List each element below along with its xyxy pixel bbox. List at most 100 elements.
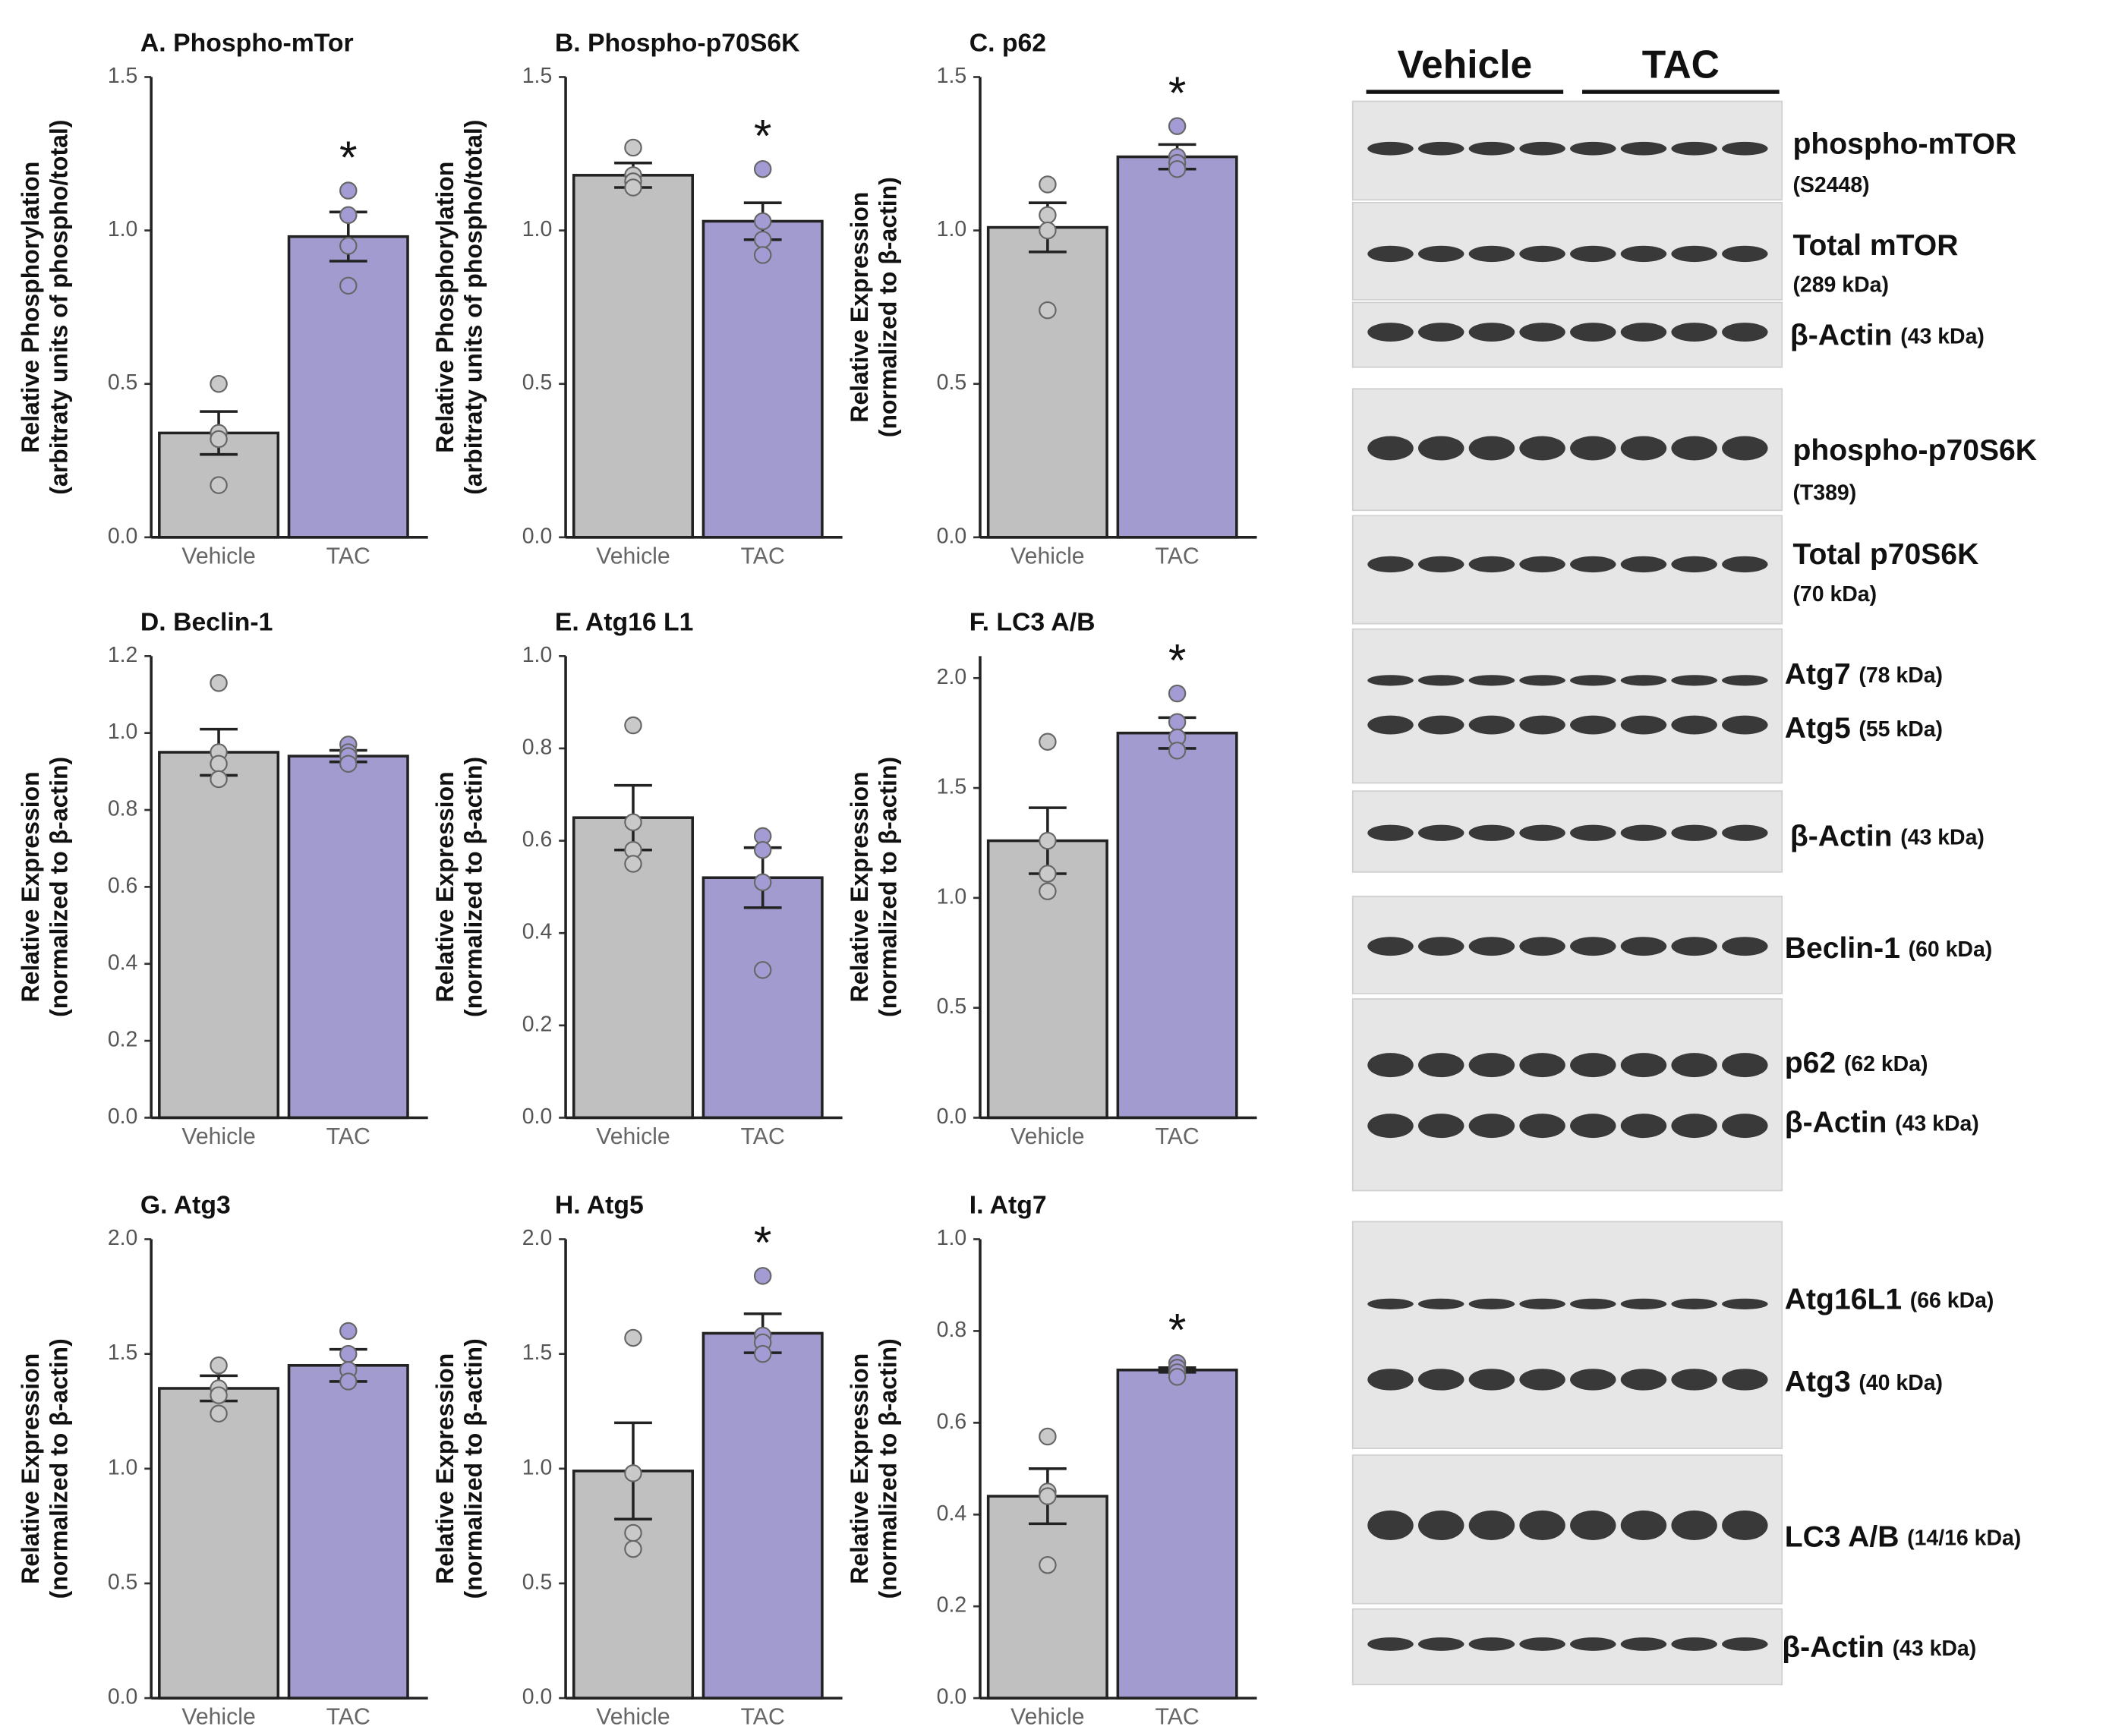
data-point xyxy=(624,178,642,197)
blot-band xyxy=(1620,1114,1667,1139)
bar xyxy=(701,219,824,539)
y-tick-label: 2.0 xyxy=(522,1226,553,1250)
blot-panel xyxy=(1351,1221,1783,1450)
significance-star: * xyxy=(1168,1304,1187,1356)
blot-band xyxy=(1620,141,1667,156)
y-tick-label: 0.0 xyxy=(108,524,138,548)
data-point xyxy=(624,855,642,873)
x-tick-label: TAC xyxy=(1155,1705,1199,1730)
blot-panel xyxy=(1351,998,1783,1192)
blot-band xyxy=(1519,436,1565,461)
chart-title: F. LC3 A/B xyxy=(969,608,1096,637)
band-size: (43 kDa) xyxy=(1900,324,1985,348)
blot-band xyxy=(1570,1369,1616,1391)
data-point xyxy=(624,1464,642,1482)
blot-band xyxy=(1468,715,1515,735)
data-point xyxy=(753,212,772,231)
y-axis-label: Relative Expression xyxy=(846,771,873,1002)
blot-band xyxy=(1722,824,1768,841)
band-size: (T389) xyxy=(1792,480,1856,505)
blot-band xyxy=(1570,1114,1616,1139)
blot-band xyxy=(1620,1298,1667,1309)
blot-band xyxy=(1722,245,1768,263)
blot-band xyxy=(1367,675,1414,686)
blot-band xyxy=(1418,1369,1464,1391)
blot-band xyxy=(1620,1369,1667,1391)
x-tick-label: TAC xyxy=(326,1124,370,1149)
blot-band xyxy=(1418,937,1464,956)
y-axis-label: Relative Expression xyxy=(17,1353,44,1584)
blot-band xyxy=(1418,1510,1464,1541)
blot-band xyxy=(1722,1637,1768,1651)
band-size: (66 kDa) xyxy=(1910,1288,1994,1312)
chart-title: E. Atg16 L1 xyxy=(555,608,694,637)
band-label: β-Actin (43 kDa) xyxy=(1790,320,1985,352)
data-point xyxy=(1039,221,1057,240)
band-size: (78 kDa) xyxy=(1859,663,1943,688)
y-tick-label: 1.2 xyxy=(108,643,138,667)
blot-band xyxy=(1620,715,1667,735)
blot-band xyxy=(1722,937,1768,956)
band-size: (40 kDa) xyxy=(1859,1370,1943,1394)
blot-band xyxy=(1519,824,1565,841)
blot-band xyxy=(1722,675,1768,686)
band-size: (43 kDa) xyxy=(1895,1111,1979,1136)
blot-band xyxy=(1367,937,1414,956)
blot-band xyxy=(1468,937,1515,956)
data-point xyxy=(753,841,772,859)
y-tick-label: 0.4 xyxy=(108,950,138,975)
blot-band xyxy=(1671,1637,1717,1651)
data-point xyxy=(1168,117,1187,135)
y-tick-label: 1.0 xyxy=(108,720,138,744)
data-point xyxy=(753,230,772,249)
blot-band xyxy=(1519,1369,1565,1391)
band-size: (14/16 kDa) xyxy=(1907,1526,2021,1550)
x-tick-label: TAC xyxy=(741,1705,785,1730)
blot-band xyxy=(1519,675,1565,686)
blot-band xyxy=(1468,556,1515,573)
y-tick-label: 0.2 xyxy=(108,1028,138,1052)
blot-band xyxy=(1418,1114,1464,1139)
blot-panel xyxy=(1351,790,1783,873)
blot-band xyxy=(1722,323,1768,342)
blot-panel xyxy=(1351,515,1783,625)
y-tick-label: 0.6 xyxy=(108,874,138,898)
blot-band xyxy=(1468,436,1515,461)
blot-band xyxy=(1671,937,1717,956)
x-tick-label: Vehicle xyxy=(596,1124,670,1149)
y-axis-label: Relative Phosphorylation xyxy=(17,162,44,453)
y-tick-label: 0.5 xyxy=(937,370,967,395)
blot-band xyxy=(1722,1114,1768,1139)
blot-band xyxy=(1570,1637,1616,1651)
blot-band xyxy=(1367,1369,1414,1391)
y-tick-label: 0.5 xyxy=(108,370,138,395)
chart-title: I. Atg7 xyxy=(969,1191,1047,1220)
bar xyxy=(701,1331,824,1700)
data-point xyxy=(210,374,228,393)
data-point xyxy=(339,1344,358,1363)
blot-band xyxy=(1519,715,1565,735)
band-name: Atg5 xyxy=(1785,712,1851,745)
y-tick-label: 1.0 xyxy=(937,217,967,241)
data-point xyxy=(624,1328,642,1347)
y-tick-label: 0.6 xyxy=(937,1410,967,1434)
chart-title: H. Atg5 xyxy=(555,1191,644,1220)
data-point xyxy=(753,246,772,264)
blot-band xyxy=(1570,1053,1616,1078)
x-tick-label: TAC xyxy=(326,1705,370,1730)
band-name: p62 xyxy=(1785,1047,1836,1079)
bar xyxy=(701,876,824,1120)
blot-band xyxy=(1620,556,1667,573)
x-tick-label: Vehicle xyxy=(181,1124,255,1149)
blot-band xyxy=(1468,675,1515,686)
y-tick-label: 0.5 xyxy=(108,1570,138,1594)
blot-band xyxy=(1519,323,1565,342)
blot-panel xyxy=(1351,1608,1783,1686)
blot-band xyxy=(1519,937,1565,956)
band-name: Atg16L1 xyxy=(1785,1284,1902,1316)
y-axis-label: (normalized to β-actin) xyxy=(874,177,901,437)
blot-band xyxy=(1620,1510,1667,1541)
blot-band xyxy=(1519,1510,1565,1541)
blot-band xyxy=(1671,141,1717,156)
blot-band xyxy=(1570,245,1616,263)
